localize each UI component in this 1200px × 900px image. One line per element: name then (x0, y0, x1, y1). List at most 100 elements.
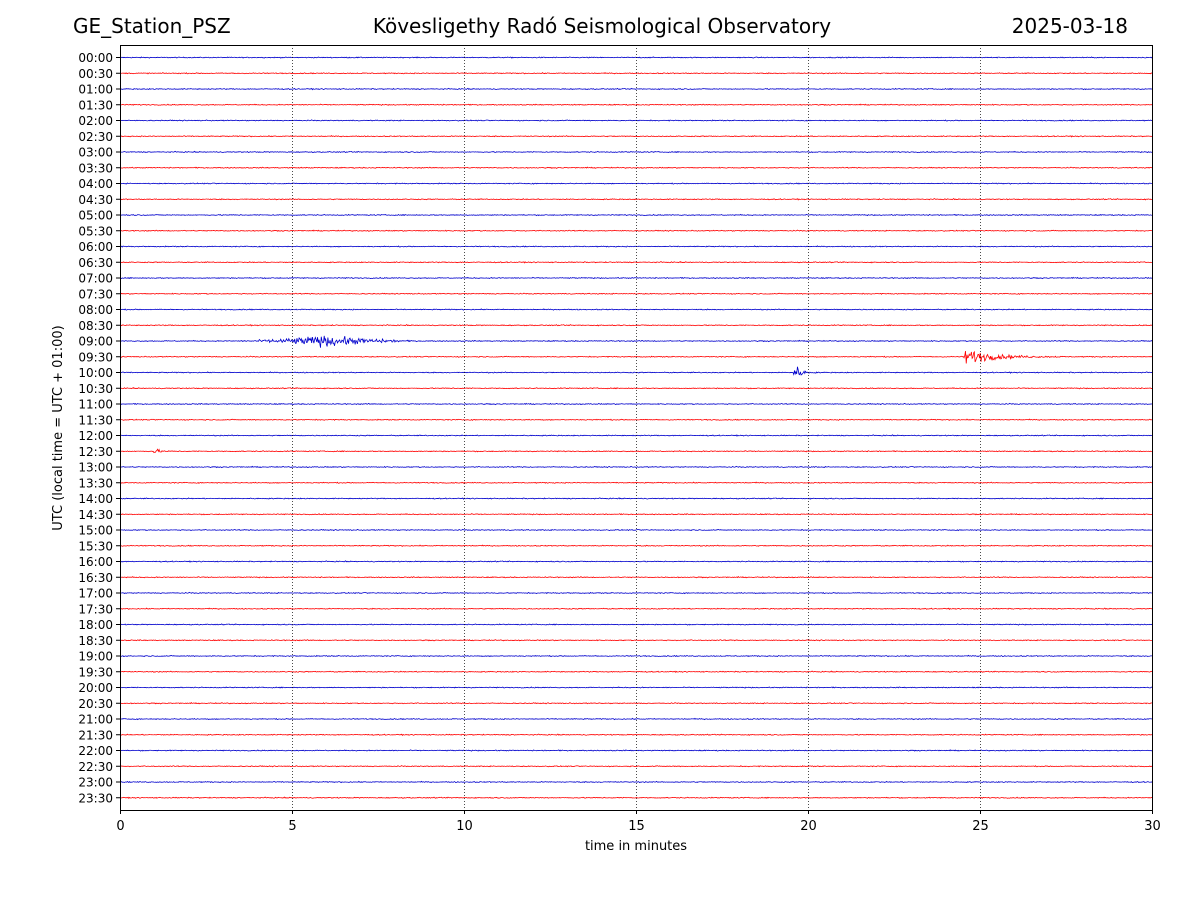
y-tick-label: 13:30 (78, 476, 113, 490)
trace-1500 (119, 528, 1153, 532)
trace-0100 (119, 87, 1153, 91)
y-tick-label: 07:30 (78, 287, 113, 301)
trace-0630 (119, 261, 1153, 264)
y-tick-label: 16:00 (78, 555, 113, 569)
y-tick-label: 22:30 (78, 760, 113, 774)
y-tick-label: 00:30 (78, 67, 113, 81)
y-tick-label: 14:00 (78, 492, 113, 506)
x-tick-label: 5 (288, 819, 296, 834)
y-tick-label: 16:30 (78, 571, 113, 585)
trace-1900 (119, 654, 1153, 658)
y-tick-label: 20:00 (78, 681, 113, 695)
trace-0830 (119, 324, 1153, 327)
y-tick-label: 11:30 (78, 413, 113, 427)
trace-1730 (119, 607, 1153, 611)
trace-0700 (119, 276, 1153, 280)
y-tick-label: 18:00 (78, 618, 113, 632)
trace-0600 (119, 245, 1153, 248)
trace-1530 (119, 544, 1153, 547)
trace-0930 (119, 350, 1153, 364)
trace-1600 (119, 560, 1153, 563)
vertical-gridlines (292, 45, 981, 810)
y-tick-label: 21:30 (78, 728, 113, 742)
plot-frame (120, 45, 1153, 811)
y-tick-label: 18:30 (78, 634, 113, 648)
y-tick-label: 02:00 (78, 114, 113, 128)
trace-1130 (119, 418, 1153, 421)
trace-0330 (119, 166, 1153, 169)
y-axis-label: UTC (local time = UTC + 01:00) (51, 325, 66, 530)
trace-1430 (119, 513, 1153, 516)
trace-1000 (119, 366, 1152, 376)
y-tick-label: 23:30 (78, 791, 113, 805)
trace-1830 (119, 639, 1153, 642)
y-tick-label: 06:30 (78, 256, 113, 270)
y-tick-label: 17:00 (78, 587, 113, 601)
y-tick-label: 13:00 (78, 461, 113, 475)
trace-0000 (119, 56, 1153, 59)
y-tick-label: 19:30 (78, 665, 113, 679)
y-tick-label: 09:00 (78, 335, 113, 349)
trace-0030 (119, 72, 1153, 75)
y-tick-label: 06:00 (78, 240, 113, 254)
y-tick-label: 11:00 (78, 398, 113, 412)
y-tick-label: 12:00 (78, 429, 113, 443)
trace-2230 (119, 765, 1153, 768)
y-tick-label: 21:00 (78, 713, 113, 727)
y-tick-label: 01:00 (78, 83, 113, 97)
y-tick-label: 04:00 (78, 177, 113, 191)
y-tick-label: 02:30 (78, 130, 113, 144)
y-tick-label: 15:00 (78, 524, 113, 538)
trace-2030 (119, 702, 1153, 705)
y-tick-label: 03:00 (78, 146, 113, 160)
y-tick-label: 08:30 (78, 319, 113, 333)
x-axis-ticks: 0 5 10 15 20 25 30 (116, 810, 1161, 834)
trace-0900 (119, 335, 1153, 348)
trace-0800 (119, 308, 1153, 311)
trace-2000 (119, 686, 1153, 689)
y-tick-label: 01:30 (78, 98, 113, 112)
chart-title: Kövesligethy Radó Seismological Observat… (372, 14, 832, 38)
trace-0400 (119, 182, 1153, 185)
y-tick-label: 04:30 (78, 193, 113, 207)
x-tick-label: 25 (972, 819, 989, 834)
trace-2130 (119, 733, 1153, 737)
y-tick-label: 05:30 (78, 224, 113, 238)
trace-1630 (120, 576, 1153, 579)
y-tick-label: 03:30 (78, 161, 113, 175)
y-tick-label: 20:30 (78, 697, 113, 711)
trace-0430 (119, 198, 1153, 201)
x-tick-label: 0 (116, 819, 124, 834)
y-tick-label: 10:00 (78, 366, 113, 380)
y-tick-label: 19:00 (78, 650, 113, 664)
trace-2200 (119, 749, 1153, 752)
y-tick-label: 09:30 (78, 350, 113, 364)
trace-1400 (119, 497, 1153, 500)
trace-1930 (119, 670, 1153, 674)
trace-0130 (119, 103, 1153, 106)
y-tick-label: 15:30 (78, 539, 113, 553)
trace-1300 (119, 465, 1153, 469)
trace-1230 (119, 448, 1153, 454)
trace-2300 (119, 780, 1153, 784)
trace-1800 (119, 623, 1153, 626)
trace-2100 (119, 717, 1153, 721)
trace-1200 (119, 434, 1153, 437)
y-tick-label: 12:30 (78, 445, 113, 459)
trace-0500 (119, 213, 1153, 217)
x-tick-label: 30 (1144, 819, 1161, 834)
trace-1030 (119, 387, 1153, 390)
trace-1330 (119, 481, 1153, 484)
y-tick-label: 17:30 (78, 602, 113, 616)
y-tick-label: 07:00 (78, 272, 113, 286)
trace-1700 (119, 591, 1153, 595)
trace-1100 (119, 402, 1153, 406)
y-tick-label: 22:00 (78, 744, 113, 758)
seismic-traces (119, 56, 1153, 800)
x-axis-label: time in minutes (585, 839, 687, 854)
x-tick-label: 15 (628, 819, 645, 834)
y-tick-label: 23:00 (78, 776, 113, 790)
y-tick-label: 10:30 (78, 382, 113, 396)
y-tick-label: 05:00 (78, 209, 113, 223)
